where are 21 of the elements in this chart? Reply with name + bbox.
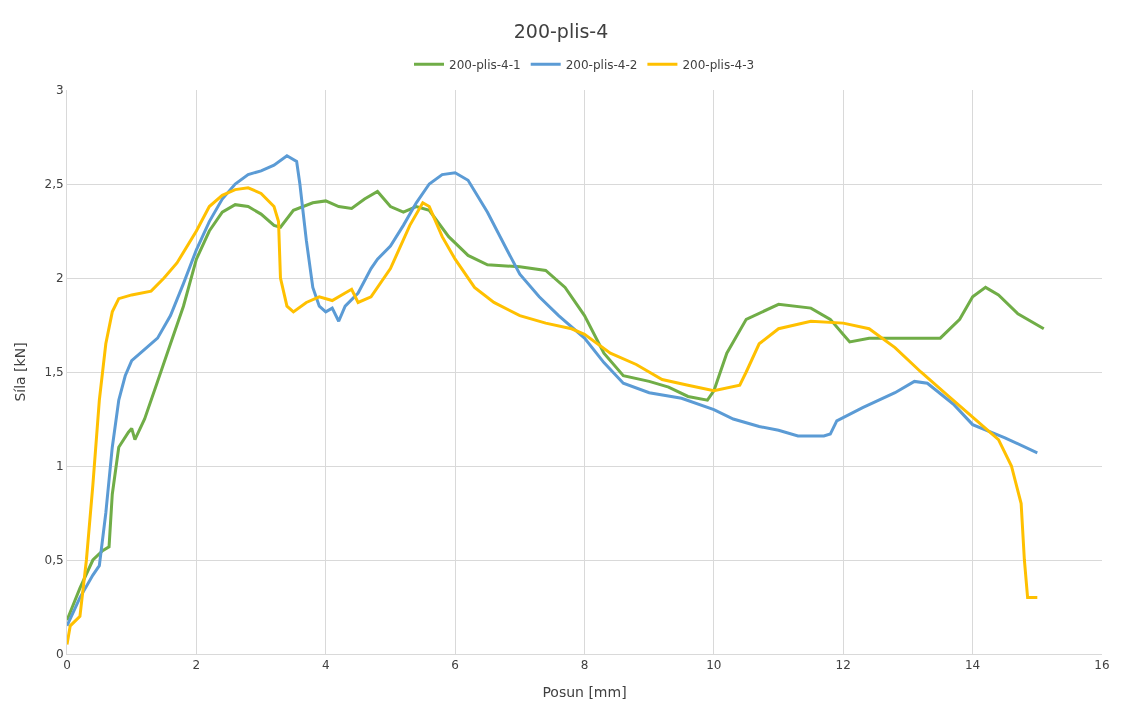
x-tick-label: 6 [451, 658, 459, 673]
x-tick-label: 16 [1094, 658, 1110, 673]
x-tick-label: 2 [192, 658, 201, 673]
y-tick-label: 1 [55, 459, 64, 474]
y-tick-label: 2 [55, 271, 64, 286]
x-tick-label: 10 [706, 658, 722, 673]
x-tick-label: 8 [580, 658, 589, 673]
y-tick-label: 1,5 [44, 365, 64, 380]
legend-label: 200-plis-4-3 [682, 57, 755, 72]
x-tick-label: 12 [835, 658, 851, 673]
chart-title: 200-plis-4 [513, 20, 609, 43]
x-axis-title: Posun [mm] [542, 683, 627, 700]
y-tick-label: 0,5 [44, 553, 64, 568]
legend-label: 200-plis-4-1 [449, 57, 521, 72]
y-tick-label: 0 [55, 647, 64, 662]
x-tick-label: 4 [321, 658, 330, 673]
y-tick-label: 2,5 [44, 177, 64, 192]
y-axis-title: Síla [kN] [12, 342, 29, 402]
y-tick-label: 3 [55, 83, 64, 98]
x-tick-label: 14 [964, 658, 981, 673]
legend-label: 200-plis-4-2 [565, 57, 638, 72]
